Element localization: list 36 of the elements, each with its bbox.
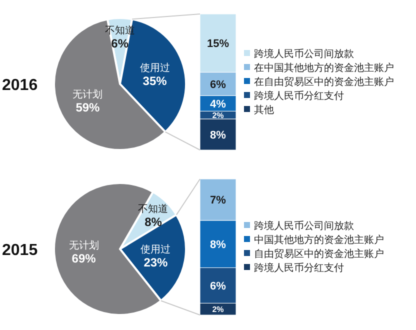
data-label: 59%	[76, 100, 100, 115]
data-label: 8%	[210, 239, 226, 252]
data-label: 8%	[144, 215, 162, 230]
legend-item: 跨境人民币公司间放款	[244, 49, 354, 60]
legend-item: 自由贸易区中的资金池主账户	[244, 249, 384, 260]
data-label: 6%	[111, 36, 129, 50]
data-label: 23%	[144, 255, 168, 270]
legend-item: 在自由贸易区中的资金池主账户	[244, 77, 394, 88]
slice-label: 无计划	[68, 240, 99, 252]
data-label: 2%	[212, 111, 224, 120]
legend-label: 跨境人民币分红支付	[254, 262, 344, 274]
text: 2016	[2, 77, 38, 94]
data-label: 35%	[142, 74, 168, 88]
legend-label: 其他	[254, 104, 274, 116]
data-label: 69%	[72, 252, 96, 266]
legend-label: 跨境人民币分红支付	[254, 90, 344, 102]
legend-item: 跨境人民币分红支付	[244, 263, 344, 274]
data-label: 6%	[210, 280, 226, 292]
data-label: 4%	[210, 98, 226, 110]
data-label: 6%	[210, 78, 226, 91]
legend-item: 中国其他地方的资金池主账户	[244, 235, 384, 246]
legend-item: 跨境人民币公司间放款	[244, 221, 354, 232]
series-label: 跨境人民币公司间放款	[254, 48, 354, 60]
data-label: 15%	[206, 38, 230, 50]
text: 2015	[2, 242, 38, 259]
legend-item: 跨境人民币分红支付	[244, 91, 344, 102]
slice-label: 使用过	[140, 62, 170, 74]
slice-label: 使用过	[140, 243, 171, 256]
legend-item: 在中国其他地方的资金池主账户	[244, 63, 394, 74]
legend-item: 其他	[244, 105, 274, 116]
legend-label: 跨境人民币公司间放款	[254, 220, 354, 232]
data-label: 2%	[212, 305, 224, 314]
data-label: 7%	[210, 194, 226, 207]
slice-label: 不知道	[138, 203, 168, 216]
data-label: 8%	[210, 129, 226, 142]
slice-label: 无计划	[72, 88, 103, 101]
